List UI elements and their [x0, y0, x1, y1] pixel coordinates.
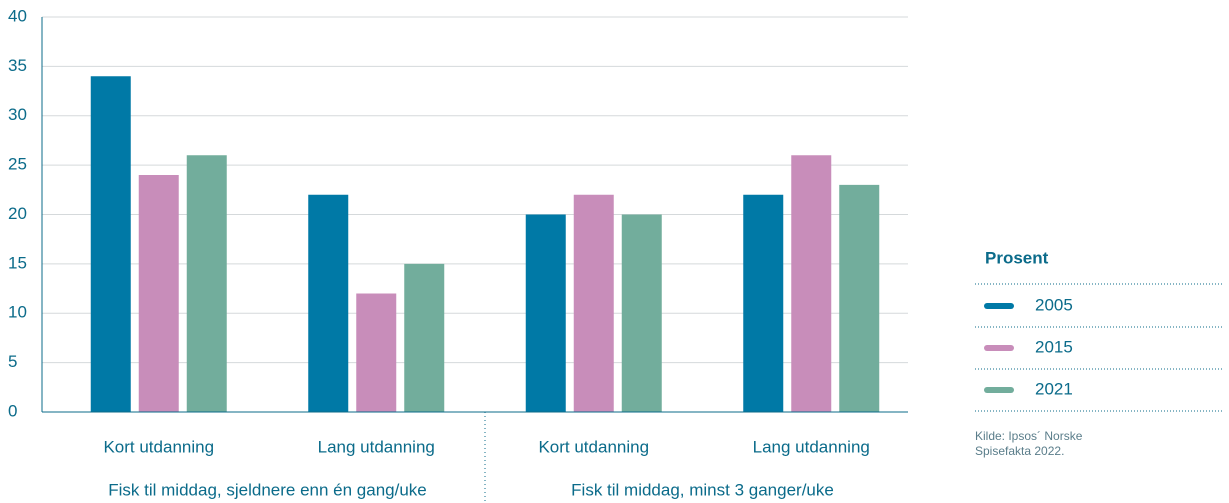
legend-label: 2021	[1035, 379, 1073, 398]
group-label: Fisk til middag, minst 3 ganger/uke	[571, 480, 834, 499]
bar	[186, 155, 227, 412]
bar	[308, 194, 349, 412]
bar	[138, 175, 179, 412]
bar	[791, 155, 832, 412]
y-tick-label: 5	[8, 352, 17, 371]
x-tick-label: Kort utdanning	[103, 437, 214, 456]
y-tick-label: 20	[8, 204, 27, 223]
y-tick-label: 35	[8, 56, 27, 75]
y-tick-label: 40	[8, 6, 27, 25]
x-tick-label: Lang utdanning	[318, 437, 435, 456]
bar	[525, 214, 566, 412]
bar	[621, 214, 662, 412]
y-tick-label: 10	[8, 303, 27, 322]
x-tick-label: Kort utdanning	[538, 437, 649, 456]
bar	[573, 194, 614, 412]
legend-title: Prosent	[985, 248, 1049, 267]
bar	[356, 293, 397, 412]
bar	[90, 76, 131, 412]
bar	[404, 263, 445, 412]
legend-label: 2015	[1035, 337, 1073, 356]
y-tick-label: 25	[8, 155, 27, 174]
x-tick-label: Lang utdanning	[753, 437, 870, 456]
source-note: Kilde: Ipsos´ Norske Spisefakta 2022.	[975, 429, 1083, 458]
group-label: Fisk til middag, sjeldnere enn én gang/u…	[108, 480, 426, 499]
y-tick-label: 30	[8, 105, 27, 124]
bar	[743, 194, 784, 412]
y-tick-label: 15	[8, 253, 27, 272]
bar	[839, 184, 880, 412]
legend-label: 2005	[1035, 295, 1073, 314]
y-tick-label: 0	[8, 401, 17, 420]
